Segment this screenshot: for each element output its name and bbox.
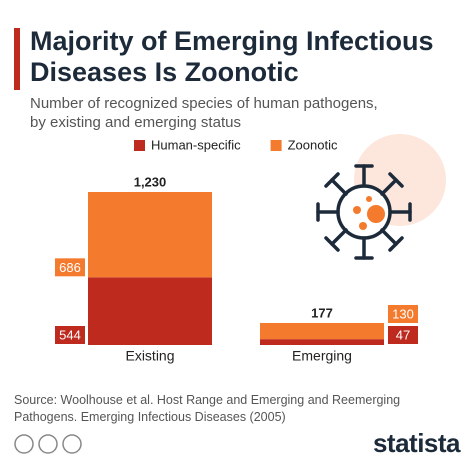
value-label: 130 <box>392 306 414 321</box>
legend-swatch <box>270 140 282 151</box>
chart-subtitle: Number of recognized species of human pa… <box>30 95 378 131</box>
value-label-box <box>55 326 85 344</box>
value-label: 544 <box>59 327 81 342</box>
bar-segment <box>88 191 212 278</box>
legend-label: Human-specific <box>151 137 241 152</box>
brand-logo: statista <box>372 428 461 458</box>
value-label: 47 <box>396 327 410 342</box>
value-label-box <box>388 305 418 323</box>
value-label-box <box>55 258 85 277</box>
total-label: 177 <box>311 305 333 320</box>
source-note: Source: Woolhouse et al. Host Range and … <box>14 393 401 424</box>
total-label: 1,230 <box>134 174 167 189</box>
bar-segment <box>260 339 384 345</box>
x-tick-label: Emerging <box>292 348 352 364</box>
bar-segment <box>88 277 212 345</box>
value-label-box <box>388 326 418 344</box>
legend-swatch <box>134 140 145 151</box>
accent-bar <box>14 28 20 90</box>
legend-label: Zoonotic <box>288 137 338 152</box>
chart-title: Majority of Emerging Infectious Diseases… <box>30 26 434 87</box>
bar-segment <box>260 322 384 340</box>
x-tick-label: Existing <box>125 348 174 364</box>
license-icons <box>14 434 82 454</box>
value-label: 686 <box>59 260 81 275</box>
virus-icon <box>316 134 446 260</box>
